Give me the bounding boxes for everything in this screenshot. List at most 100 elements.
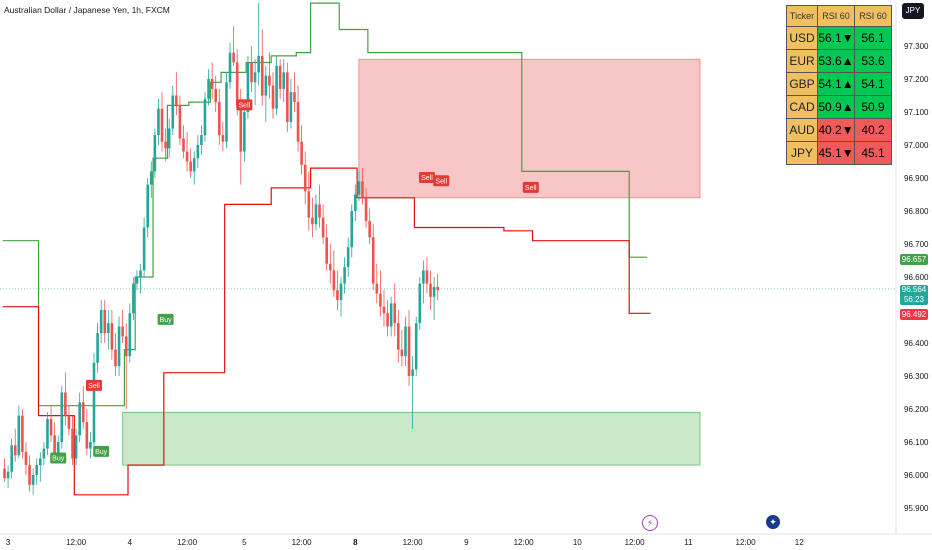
buy-marker bbox=[50, 452, 67, 464]
buy-marker bbox=[157, 313, 174, 325]
candle-body bbox=[300, 141, 303, 165]
candle-body bbox=[35, 465, 39, 475]
x-tick-label: 12:00 bbox=[736, 538, 757, 547]
rsi-cell: 53.6▲ bbox=[817, 49, 855, 73]
x-tick-label: 12:00 bbox=[625, 538, 646, 547]
candle-body bbox=[117, 326, 121, 367]
candle-body bbox=[368, 220, 371, 238]
australia-flag-icon[interactable]: ✦ bbox=[766, 515, 780, 529]
candle-body bbox=[10, 445, 13, 472]
candle-body bbox=[210, 79, 214, 89]
candle-body bbox=[107, 323, 110, 334]
candle-body bbox=[318, 204, 321, 218]
x-tick-label: 12 bbox=[795, 538, 804, 547]
candle-body bbox=[178, 105, 182, 139]
candle-body bbox=[264, 75, 268, 96]
candle-body bbox=[379, 293, 382, 307]
candle-body bbox=[182, 138, 185, 152]
candle-body bbox=[192, 158, 196, 172]
candle-body bbox=[328, 263, 332, 271]
x-tick-label: 8 bbox=[353, 538, 358, 547]
candle-body bbox=[371, 237, 375, 284]
table-header-rsi: RSI 60 bbox=[817, 5, 855, 27]
x-tick-label: 10 bbox=[573, 538, 582, 547]
candle-body bbox=[21, 415, 24, 452]
current-price: 96.564 bbox=[901, 285, 927, 294]
candle-body bbox=[103, 310, 107, 334]
candle-body bbox=[404, 326, 407, 357]
candle-body bbox=[271, 85, 275, 109]
candle-body bbox=[411, 369, 414, 376]
candle-body bbox=[393, 303, 397, 324]
candle-body bbox=[99, 310, 103, 334]
candle-body bbox=[250, 62, 253, 83]
candle-body bbox=[189, 161, 192, 172]
candle-body bbox=[311, 217, 314, 225]
ticker-cell: USD bbox=[786, 26, 818, 50]
buy-label: Buy bbox=[52, 456, 65, 463]
candle-body bbox=[332, 270, 336, 291]
candle-body bbox=[432, 286, 436, 297]
candle-body bbox=[314, 204, 318, 225]
candle-body bbox=[196, 145, 200, 159]
candle-body bbox=[339, 283, 343, 301]
y-tick-label: 95.900 bbox=[904, 504, 929, 513]
y-tick-label: 96.000 bbox=[904, 471, 929, 480]
y-tick-label: 96.300 bbox=[904, 372, 929, 381]
candle-body bbox=[132, 283, 135, 314]
price-tag-lower: 96.492 bbox=[900, 309, 928, 320]
table-header-rsi-2: RSI 60 bbox=[854, 5, 892, 27]
table-row: AUD 40.2▼ 40.2 bbox=[786, 118, 892, 142]
candle-body bbox=[357, 181, 361, 195]
candle-body bbox=[160, 108, 164, 142]
candle-body bbox=[343, 267, 346, 284]
candle-body bbox=[71, 428, 74, 459]
candle-body bbox=[418, 283, 422, 324]
candle-body bbox=[386, 313, 389, 327]
y-tick-label: 96.800 bbox=[904, 207, 929, 216]
candle-body bbox=[207, 79, 210, 99]
rsi-value: 45.1 bbox=[818, 146, 842, 160]
rsi-cell: 50.9▲ bbox=[817, 95, 855, 119]
ticker-cell: AUD bbox=[786, 118, 818, 142]
y-tick-label: 96.700 bbox=[904, 240, 929, 249]
rsi-arrow: ▼ bbox=[841, 31, 854, 45]
candle-body bbox=[92, 362, 96, 442]
y-tick-label: 96.100 bbox=[904, 438, 929, 447]
candle-body bbox=[203, 98, 207, 136]
sell-marker bbox=[86, 379, 102, 391]
candle-body bbox=[436, 286, 439, 291]
candle-body bbox=[153, 135, 157, 172]
table-row: EUR 53.6▲ 53.6 bbox=[786, 49, 892, 73]
x-tick-label: 11 bbox=[684, 538, 693, 547]
candle-body bbox=[139, 270, 142, 277]
rsi-cell-2: 53.6 bbox=[854, 49, 892, 73]
candle-body bbox=[42, 448, 46, 459]
x-tick-label: 12:00 bbox=[177, 538, 198, 547]
candle-body bbox=[74, 435, 78, 459]
rsi-cell: 40.2▼ bbox=[817, 118, 855, 142]
y-tick-label: 97.300 bbox=[904, 42, 929, 51]
candle-body bbox=[400, 349, 404, 357]
sell-marker bbox=[418, 172, 435, 183]
ticker-cell: CAD bbox=[786, 95, 818, 119]
candle-body bbox=[389, 303, 393, 327]
candle-body bbox=[185, 151, 189, 162]
candle-body bbox=[228, 52, 232, 83]
y-tick-label: 96.200 bbox=[904, 405, 929, 414]
rsi-value: 50.9 bbox=[818, 100, 842, 114]
ticker-cell: JPY bbox=[786, 141, 818, 165]
currency-button[interactable]: JPY bbox=[902, 3, 924, 19]
lightning-icon[interactable]: ⚡ bbox=[642, 515, 658, 531]
candle-body bbox=[336, 290, 339, 301]
rsi-value: 40.2 bbox=[818, 123, 842, 137]
candle-body bbox=[128, 313, 132, 357]
rsi-cell: 45.1▼ bbox=[817, 141, 855, 165]
symbol-title[interactable]: Australian Dollar / Japanese Yen, 1h, FX… bbox=[4, 5, 170, 15]
sell-label: Sell bbox=[435, 178, 447, 185]
candle-body bbox=[268, 75, 271, 86]
y-tick-label: 96.400 bbox=[904, 339, 929, 348]
x-tick-label: 12:00 bbox=[66, 538, 87, 547]
candle-body bbox=[296, 102, 300, 142]
